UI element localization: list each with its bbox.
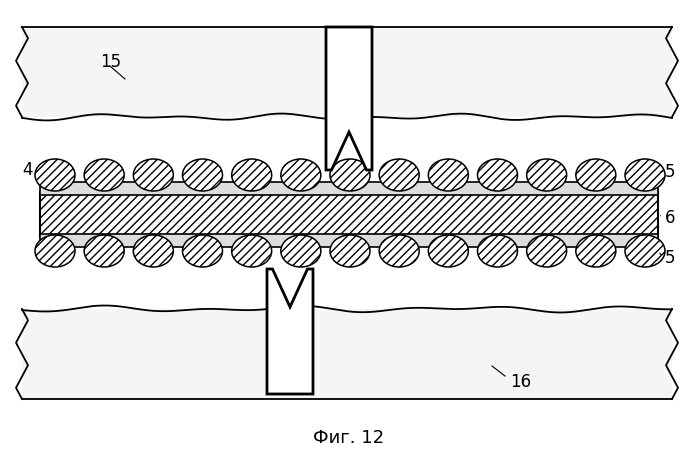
Ellipse shape [477,160,517,192]
Ellipse shape [428,160,468,192]
Ellipse shape [134,235,173,267]
Ellipse shape [428,160,468,192]
Ellipse shape [526,160,567,192]
Ellipse shape [330,160,370,192]
Ellipse shape [428,235,468,267]
Ellipse shape [182,160,222,192]
Ellipse shape [379,160,419,192]
Ellipse shape [330,235,370,267]
Ellipse shape [35,235,75,267]
Bar [40,183,658,196]
Ellipse shape [625,235,665,267]
Ellipse shape [428,235,468,267]
Ellipse shape [134,160,173,192]
Ellipse shape [35,160,75,192]
Ellipse shape [281,160,321,192]
Bar [22,28,672,118]
Ellipse shape [84,160,124,192]
Ellipse shape [231,160,272,192]
Ellipse shape [281,160,321,192]
Ellipse shape [477,160,517,192]
Ellipse shape [330,160,370,192]
Polygon shape [267,269,313,394]
Ellipse shape [182,160,222,192]
Ellipse shape [379,160,419,192]
Text: Фиг. 12: Фиг. 12 [313,428,384,446]
Text: 15: 15 [100,53,121,71]
Ellipse shape [526,235,567,267]
Ellipse shape [134,160,173,192]
Ellipse shape [379,235,419,267]
Text: 16: 16 [510,372,531,390]
Ellipse shape [84,235,124,267]
Text: 5: 5 [665,163,675,180]
Text: 6: 6 [665,208,675,226]
Ellipse shape [84,235,124,267]
Ellipse shape [281,235,321,267]
Ellipse shape [477,235,517,267]
Bar [40,235,658,248]
Ellipse shape [84,160,124,192]
Ellipse shape [477,235,517,267]
Ellipse shape [526,235,567,267]
Ellipse shape [526,160,567,192]
Ellipse shape [35,235,75,267]
Ellipse shape [35,160,75,192]
Ellipse shape [379,235,419,267]
Ellipse shape [625,160,665,192]
Text: 5: 5 [665,249,675,267]
Polygon shape [326,28,372,170]
Bar [22,309,672,399]
Text: 4: 4 [22,161,32,179]
Ellipse shape [134,235,173,267]
Ellipse shape [625,235,665,267]
Ellipse shape [576,235,616,267]
Ellipse shape [231,160,272,192]
Ellipse shape [182,235,222,267]
Bar [40,193,658,238]
Ellipse shape [625,160,665,192]
Ellipse shape [231,235,272,267]
Ellipse shape [576,160,616,192]
Ellipse shape [182,235,222,267]
Ellipse shape [330,235,370,267]
Ellipse shape [576,235,616,267]
Ellipse shape [281,235,321,267]
Ellipse shape [231,235,272,267]
Ellipse shape [576,160,616,192]
